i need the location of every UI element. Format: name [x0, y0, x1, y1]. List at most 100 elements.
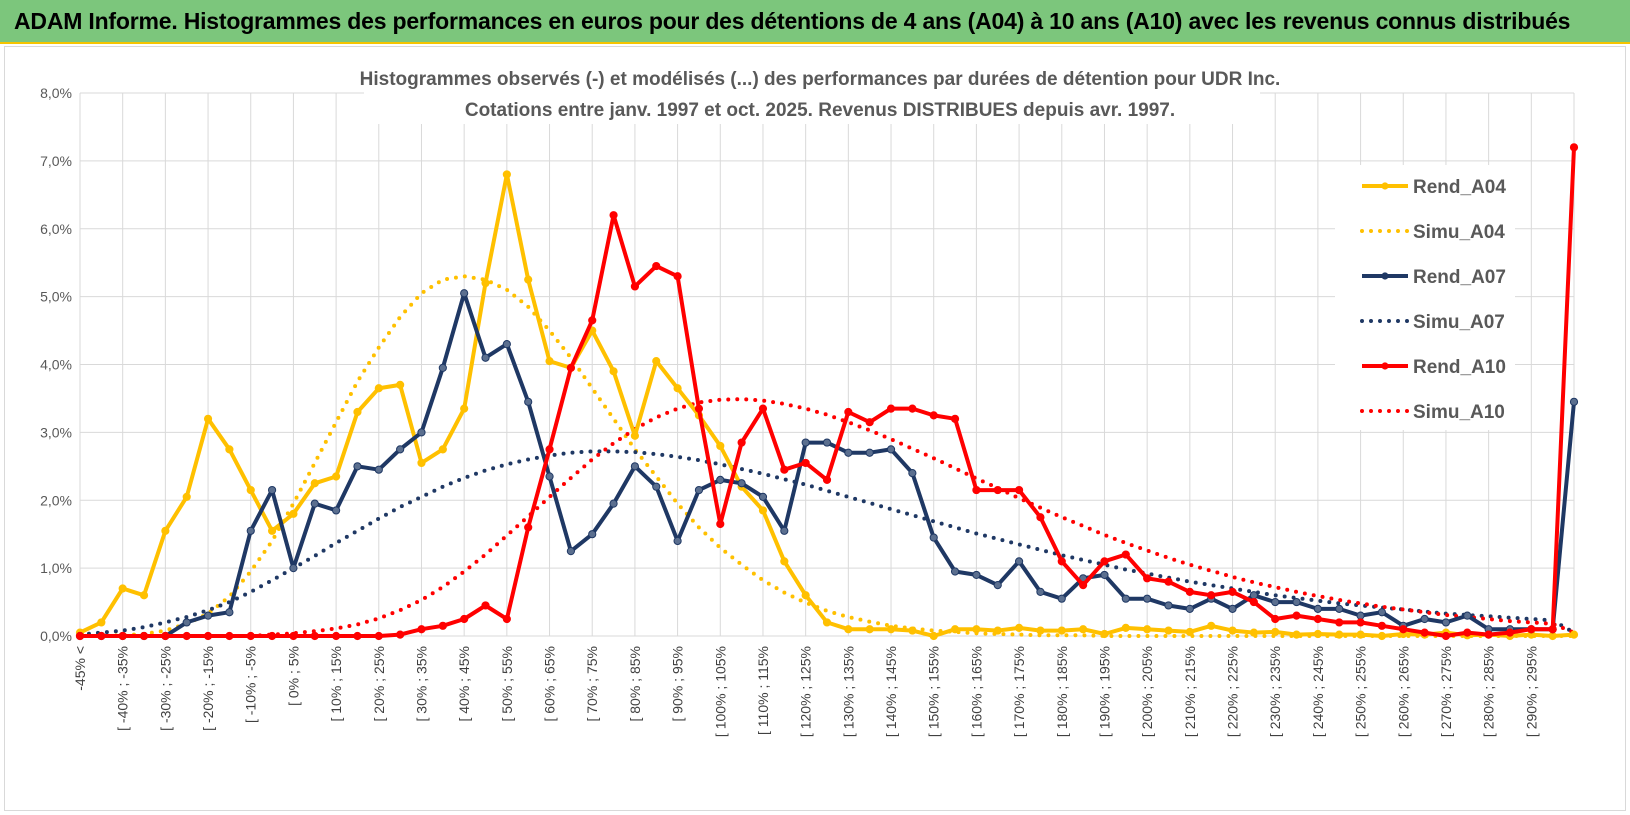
data-point [524, 523, 533, 532]
data-point [886, 445, 896, 454]
y-tick-label: 6,0% [40, 221, 72, 237]
x-tick-label: [ -10% ; -5% [243, 646, 259, 723]
data-point [908, 469, 917, 478]
data-point [822, 438, 832, 447]
data-point [1335, 618, 1344, 627]
data-point [161, 526, 170, 535]
legend-label: Rend_A04 [1413, 177, 1506, 198]
data-point [1100, 570, 1109, 580]
data-point [1335, 630, 1344, 639]
legend-label: Simu_A10 [1413, 402, 1505, 423]
data-point [1100, 557, 1109, 566]
data-point [630, 431, 640, 440]
data-point [822, 475, 832, 484]
data-point [203, 631, 213, 641]
x-tick-label: [ -30% ; -25% [157, 646, 173, 731]
data-point [1228, 587, 1237, 596]
data-point [417, 428, 426, 437]
data-point [1463, 628, 1472, 637]
data-point [652, 261, 661, 271]
data-point [886, 625, 896, 634]
data-point [950, 414, 960, 423]
data-point [353, 631, 362, 641]
data-point [1399, 625, 1408, 634]
data-point [908, 626, 917, 635]
data-point [417, 458, 426, 468]
data-point [1377, 608, 1387, 617]
data-point [801, 458, 810, 468]
chart-subtitle: Cotations entre janv. 1997 et oct. 2025.… [465, 100, 1175, 121]
data-point [694, 404, 704, 413]
data-point [822, 618, 832, 627]
data-point [481, 353, 490, 362]
x-tick-label: [ 160% ; 165% [968, 646, 984, 737]
data-point [267, 485, 277, 495]
x-tick-label: [ 240% ; 245% [1310, 646, 1326, 737]
data-point [1014, 623, 1024, 632]
x-tick-label: [ 40% ; 45% [456, 646, 472, 722]
x-tick-label: [ 60% ; 65% [542, 646, 558, 722]
data-point [502, 170, 511, 179]
data-point [865, 448, 874, 457]
legend-marker [1381, 182, 1389, 190]
legend-label: Simu_A07 [1413, 312, 1505, 333]
data-point [1057, 626, 1066, 635]
data-point [566, 363, 575, 372]
x-tick-label: [ -20% ; -15% [200, 646, 216, 731]
data-point [1271, 614, 1280, 624]
x-tick-label: -45% < [72, 646, 88, 691]
x-tick-label: [ 230% ; 235% [1267, 646, 1283, 737]
data-point [1377, 621, 1387, 630]
data-point [460, 289, 469, 298]
data-point [886, 404, 896, 413]
y-tick-label: 7,0% [40, 153, 72, 169]
data-point [1143, 625, 1152, 634]
data-point [737, 438, 746, 447]
data-point [75, 631, 85, 641]
legend-marker [1381, 362, 1389, 370]
data-point [332, 631, 341, 641]
data-point [161, 631, 170, 641]
data-point [139, 631, 149, 641]
data-point [1207, 621, 1216, 630]
data-point [417, 625, 426, 634]
data-point [1164, 601, 1173, 610]
x-tick-label: [ 80% ; 85% [627, 646, 643, 722]
data-point [950, 567, 960, 576]
data-point [1292, 597, 1301, 607]
data-point [1014, 557, 1024, 566]
data-point [438, 445, 447, 454]
data-point [1420, 614, 1429, 624]
x-tick-label: [ 120% ; 125% [798, 646, 814, 737]
x-tick-label: [ 140% ; 145% [883, 646, 899, 737]
data-point [246, 631, 255, 641]
data-point [652, 482, 661, 491]
data-point [438, 363, 447, 372]
data-point [225, 631, 234, 641]
data-point [524, 397, 533, 406]
x-tick-label: [ 270% ; 275% [1438, 646, 1454, 737]
data-point [1356, 611, 1365, 620]
y-tick-label: 4,0% [40, 357, 72, 373]
x-tick-label: [ 20% ; 25% [371, 646, 387, 722]
data-point [97, 631, 106, 641]
x-tick-label: [ 70% ; 75% [584, 646, 600, 722]
data-point [1292, 611, 1301, 620]
data-point [566, 547, 575, 556]
x-tick-label: [ 130% ; 135% [840, 646, 856, 737]
data-point [673, 272, 682, 281]
data-point [1527, 625, 1536, 634]
data-point [481, 601, 490, 610]
data-point [1441, 618, 1451, 627]
data-point [609, 367, 618, 376]
data-point [203, 611, 213, 620]
x-tick-label: [ 220% ; 225% [1225, 646, 1241, 737]
data-point [1121, 623, 1130, 632]
data-point [673, 536, 682, 546]
x-tick-label: [ 170% ; 175% [1011, 646, 1027, 737]
data-point [1271, 627, 1280, 637]
data-point [289, 631, 298, 641]
data-point [267, 631, 277, 641]
data-point [1228, 626, 1237, 635]
series-simu-a04 [78, 274, 1576, 638]
